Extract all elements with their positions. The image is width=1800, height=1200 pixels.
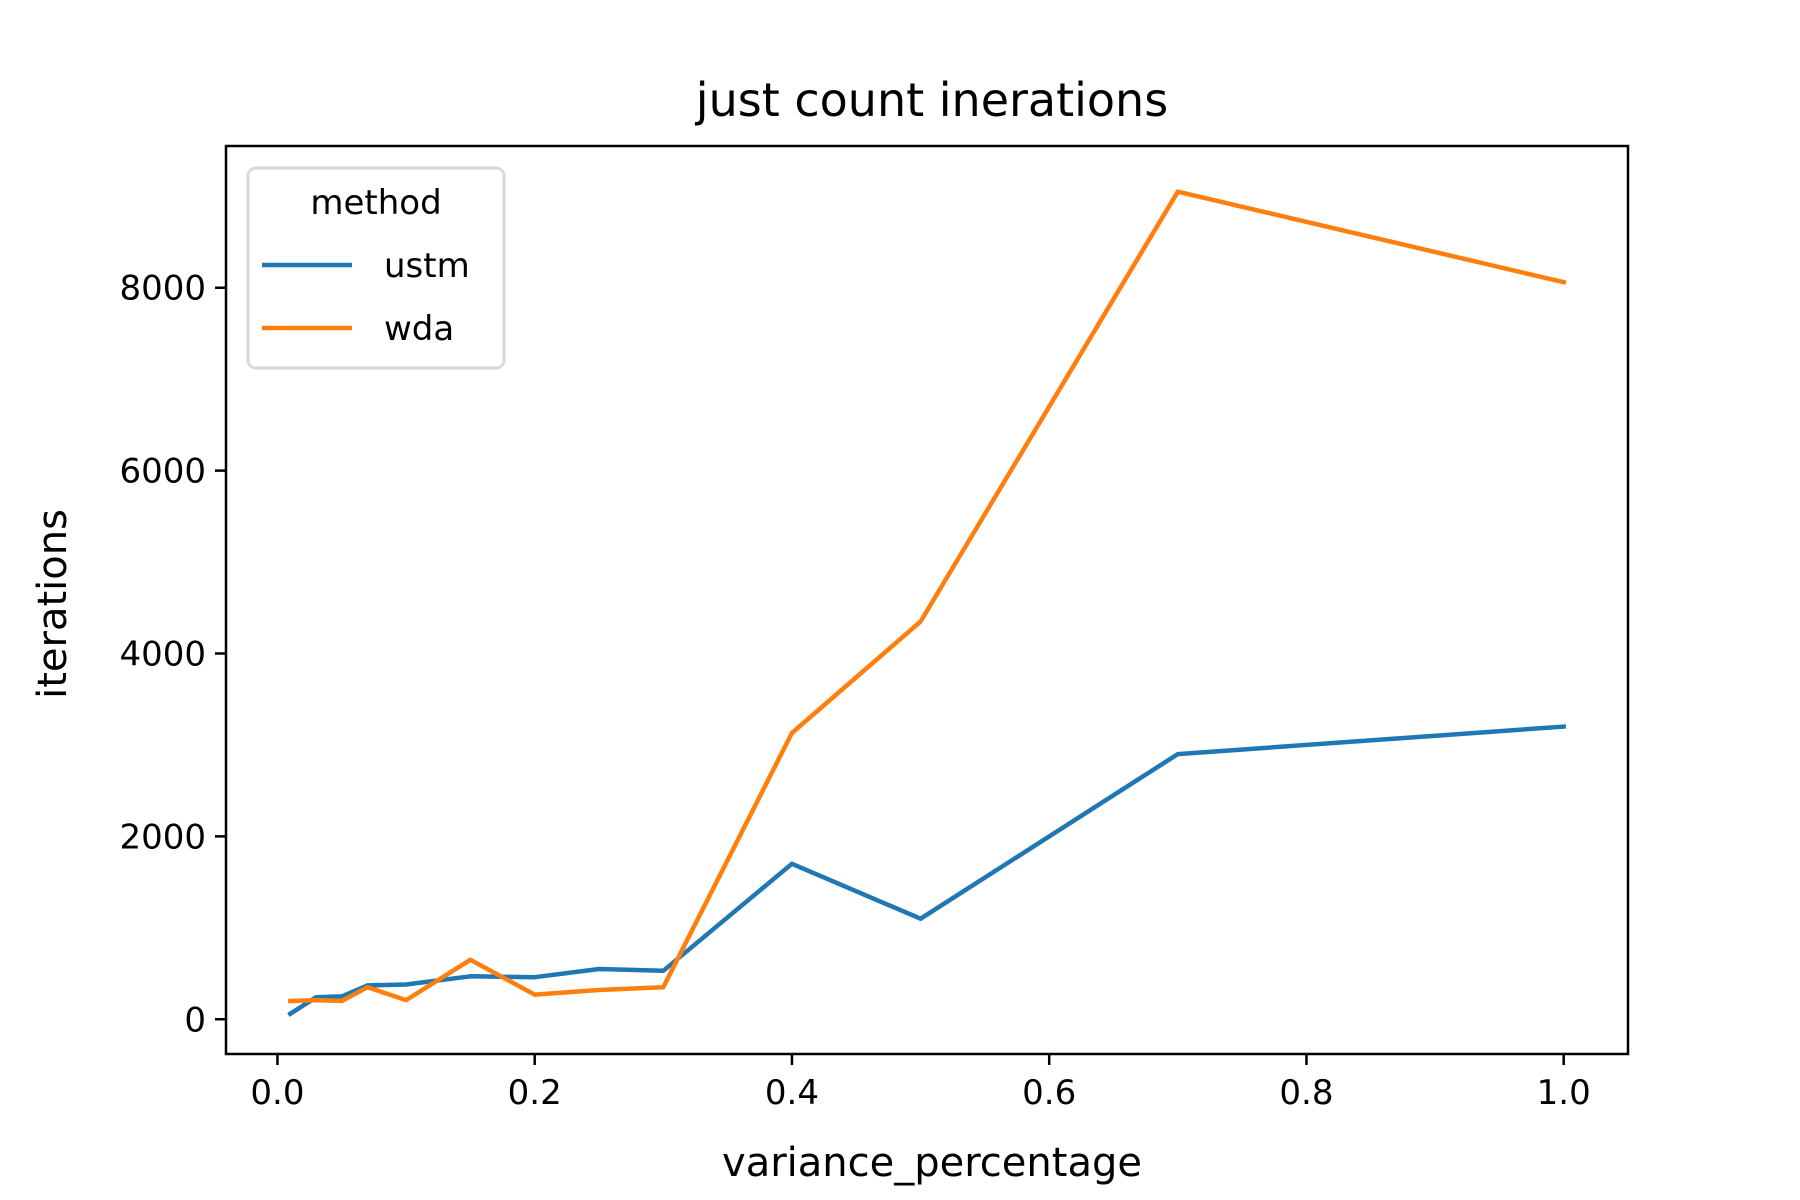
- legend-label-ustm: ustm: [384, 246, 470, 286]
- x-tick-label: 0.4: [765, 1073, 819, 1113]
- data-point-wda-5: [468, 957, 473, 962]
- data-point-wda-8: [661, 985, 666, 990]
- plot-frame: [224, 144, 1630, 1056]
- data-point-wda-1: [314, 998, 318, 1003]
- x-tick-label: 0.2: [508, 1073, 562, 1113]
- y-axis-label: iterations: [30, 509, 76, 699]
- x-tick-label: 1.0: [1537, 1073, 1591, 1113]
- y-tick-label: 4000: [119, 634, 206, 674]
- data-point-ustm-4: [404, 982, 409, 987]
- data-point-wda-6: [532, 992, 537, 997]
- x-tick-label: 0.8: [1279, 1073, 1333, 1113]
- data-point-wda-3: [365, 985, 370, 990]
- y-tick-label: 8000: [119, 269, 206, 309]
- data-point-wda-4: [404, 998, 409, 1003]
- x-tick-label: 0.6: [1022, 1073, 1076, 1113]
- chart-title: just count inerations: [695, 73, 1168, 127]
- data-point-wda-2: [339, 999, 344, 1003]
- data-point-ustm-5: [468, 974, 473, 979]
- data-point-ustm-0: [288, 1011, 293, 1016]
- data-point-ustm-11: [1175, 752, 1180, 757]
- x-axis-label: variance_percentage: [722, 1140, 1142, 1186]
- plot-area: 0.0 0.2 0.4 0.6 0.8 1.0 0 2000 4000 6000 8000: [119, 144, 1630, 1113]
- legend-box: [246, 166, 506, 370]
- data-point-ustm-12: [1561, 724, 1566, 729]
- data-point-ustm-6: [532, 975, 537, 980]
- y-tick-label: 0: [184, 1000, 206, 1040]
- data-point-wda-10: [918, 619, 923, 624]
- data-point-wda-11: [1175, 189, 1180, 194]
- data-point-wda-7: [597, 988, 601, 992]
- y-tick-label: 2000: [119, 817, 206, 857]
- data-point-ustm-2: [339, 994, 344, 999]
- y-tick-label: 6000: [119, 452, 206, 492]
- data-point-ustm-8: [661, 968, 666, 973]
- legend-label-wda: wda: [384, 309, 454, 349]
- data-point-ustm-9: [789, 861, 794, 866]
- data-point-wda-12: [1561, 280, 1566, 285]
- data-point-ustm-7: [597, 967, 601, 971]
- data-point-ustm-10: [918, 916, 923, 921]
- x-tick-label: 0.0: [250, 1073, 304, 1113]
- legend: method ustm wda: [246, 166, 506, 370]
- data-point-wda-9: [789, 731, 794, 735]
- data-point-wda-0: [288, 999, 293, 1003]
- legend-title: method: [310, 183, 441, 223]
